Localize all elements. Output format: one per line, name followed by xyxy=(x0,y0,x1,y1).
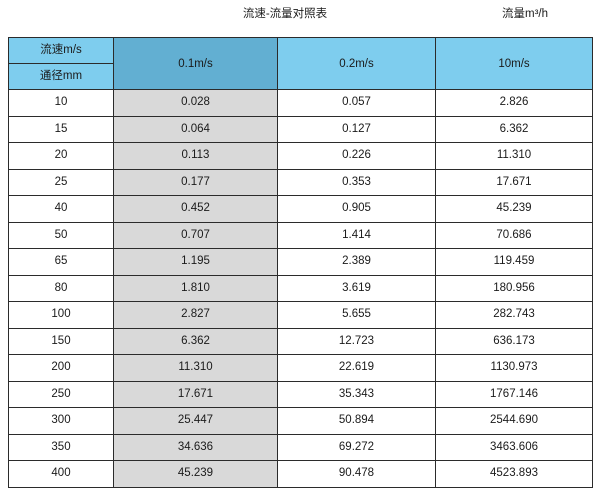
cell-flow-2: 282.743 xyxy=(435,301,593,329)
cell-flow-1: 0.057 xyxy=(277,89,436,117)
cell-flow-0: 0.707 xyxy=(113,221,278,249)
cell-flow-1: 2.389 xyxy=(277,248,436,276)
cell-flow-2: 11.310 xyxy=(435,142,593,170)
cell-flow-1: 0.226 xyxy=(277,142,436,170)
cell-flow-2: 119.459 xyxy=(435,248,593,276)
cell-diameter: 150 xyxy=(8,327,114,355)
table-row: 40 0.452 0.905 45.239 xyxy=(8,195,593,223)
column-header-1: 0.2m/s xyxy=(277,37,436,90)
cell-diameter: 300 xyxy=(8,407,114,435)
cell-flow-2: 2544.690 xyxy=(435,407,593,435)
cell-flow-0: 0.064 xyxy=(113,115,278,143)
cell-flow-2: 2.826 xyxy=(435,89,593,117)
cell-flow-0: 0.177 xyxy=(113,168,278,196)
cell-flow-0: 17.671 xyxy=(113,380,278,408)
cell-diameter: 200 xyxy=(8,354,114,382)
cell-flow-1: 35.343 xyxy=(277,380,436,408)
table-row: 400 45.239 90.478 4523.893 xyxy=(8,460,593,488)
cell-diameter: 15 xyxy=(8,115,114,143)
cell-flow-0: 1.195 xyxy=(113,248,278,276)
cell-flow-0: 1.810 xyxy=(113,274,278,302)
table-row: 15 0.064 0.127 6.362 xyxy=(8,115,593,143)
cell-flow-2: 45.239 xyxy=(435,195,593,223)
table-row: 25 0.177 0.353 17.671 xyxy=(8,168,593,196)
table-body: 10 0.028 0.057 2.826 15 0.064 0.127 6.362 20 0.11… xyxy=(8,89,593,488)
cell-flow-0: 11.310 xyxy=(113,354,278,382)
cell-flow-2: 3463.606 xyxy=(435,433,593,461)
table-row: 65 1.195 2.389 119.459 xyxy=(8,248,593,276)
page-title: 流速-流量对照表 xyxy=(242,8,328,20)
cell-diameter: 40 xyxy=(8,195,114,223)
cell-flow-1: 3.619 xyxy=(277,274,436,302)
flow-unit-label: 流量m³/h xyxy=(502,8,548,20)
cell-flow-1: 50.894 xyxy=(277,407,436,435)
table-row: 350 34.636 69.272 3463.606 xyxy=(8,433,593,461)
cell-diameter: 10 xyxy=(8,89,114,117)
cell-flow-0: 34.636 xyxy=(113,433,278,461)
cell-diameter: 20 xyxy=(8,142,114,170)
cell-diameter: 100 xyxy=(8,301,114,329)
flow-velocity-table: 流速m/s 0.1m/s 0.2m/s 10m/s 通径mm 10 0.028 0.… xyxy=(8,37,593,488)
table-row: 200 11.310 22.619 1130.973 xyxy=(8,354,593,382)
caption-strip: 流速-流量对照表 流量m³/h xyxy=(0,0,600,36)
column-header-0: 0.1m/s xyxy=(113,37,278,90)
cell-diameter: 350 xyxy=(8,433,114,461)
header-row-top: 流速m/s 0.1m/s 0.2m/s 10m/s xyxy=(8,37,593,90)
table-header: 流速m/s 0.1m/s 0.2m/s 10m/s 通径mm xyxy=(8,37,593,90)
cell-flow-2: 180.956 xyxy=(435,274,593,302)
cell-flow-1: 90.478 xyxy=(277,460,436,488)
cell-flow-2: 1130.973 xyxy=(435,354,593,382)
table-row: 10 0.028 0.057 2.826 xyxy=(8,89,593,117)
cell-flow-2: 4523.893 xyxy=(435,460,593,488)
cell-flow-1: 12.723 xyxy=(277,327,436,355)
cell-diameter: 50 xyxy=(8,221,114,249)
cell-flow-2: 1767.146 xyxy=(435,380,593,408)
cell-flow-2: 6.362 xyxy=(435,115,593,143)
header-row-bottom: 通径mm xyxy=(8,63,593,90)
cell-flow-1: 0.353 xyxy=(277,168,436,196)
cell-diameter: 25 xyxy=(8,168,114,196)
cell-flow-0: 0.452 xyxy=(113,195,278,223)
cell-flow-1: 5.655 xyxy=(277,301,436,329)
cell-flow-1: 69.272 xyxy=(277,433,436,461)
cell-flow-1: 0.905 xyxy=(277,195,436,223)
cell-flow-0: 6.362 xyxy=(113,327,278,355)
table-row: 250 17.671 35.343 1767.146 xyxy=(8,380,593,408)
flow-velocity-table-container: 流速m/s 0.1m/s 0.2m/s 10m/s 通径mm 10 0.028 0.… xyxy=(8,37,593,488)
cell-diameter: 400 xyxy=(8,460,114,488)
table-row: 20 0.113 0.226 11.310 xyxy=(8,142,593,170)
cell-flow-2: 70.686 xyxy=(435,221,593,249)
cell-flow-0: 45.239 xyxy=(113,460,278,488)
cell-diameter: 250 xyxy=(8,380,114,408)
header-diameter-label: 通径mm xyxy=(8,63,114,90)
cell-diameter: 65 xyxy=(8,248,114,276)
cell-flow-0: 0.028 xyxy=(113,89,278,117)
cell-flow-0: 2.827 xyxy=(113,301,278,329)
cell-flow-1: 22.619 xyxy=(277,354,436,382)
cell-flow-2: 17.671 xyxy=(435,168,593,196)
cell-flow-2: 636.173 xyxy=(435,327,593,355)
table-row: 50 0.707 1.414 70.686 xyxy=(8,221,593,249)
cell-flow-1: 1.414 xyxy=(277,221,436,249)
column-header-2: 10m/s xyxy=(435,37,593,90)
table-row: 100 2.827 5.655 282.743 xyxy=(8,301,593,329)
table-row: 80 1.810 3.619 180.956 xyxy=(8,274,593,302)
cell-flow-0: 25.447 xyxy=(113,407,278,435)
cell-diameter: 80 xyxy=(8,274,114,302)
header-velocity-label: 流速m/s xyxy=(8,37,114,64)
cell-flow-1: 0.127 xyxy=(277,115,436,143)
table-row: 150 6.362 12.723 636.173 xyxy=(8,327,593,355)
cell-flow-0: 0.113 xyxy=(113,142,278,170)
table-row: 300 25.447 50.894 2544.690 xyxy=(8,407,593,435)
